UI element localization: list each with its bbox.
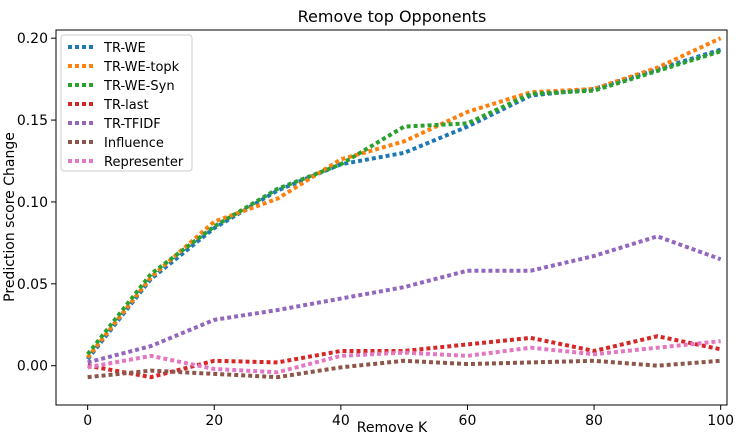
x-tick-label: 40 [332,413,350,429]
y-tick-label: 0.05 [17,277,48,293]
legend-label: Influence [104,136,164,151]
plot-area [55,29,728,406]
chart-title: Remove top Opponents [298,7,487,26]
y-tick-label: 0.00 [17,359,48,375]
series-line-4 [87,234,722,365]
x-tick-label: 20 [205,413,223,429]
legend-label: TR-last [103,98,149,113]
y-axis-title: Prediction score Change [2,132,18,302]
series-line-6 [87,339,721,375]
x-tick-label: 100 [707,413,734,429]
series-line-5 [87,358,721,380]
x-axis: 0 20 40 60 80 100 [83,405,734,429]
series-layer [86,36,722,380]
series-line-3 [87,334,722,380]
legend-frame [60,34,193,172]
legend-label: TR-WE-Syn [103,79,175,94]
x-tick-label: 80 [585,413,603,429]
legend-label: TR-WE-topk [103,60,180,75]
x-tick-label: 0 [83,413,92,429]
y-axis: 0.00 0.05 0.10 0.15 0.20 [17,31,56,375]
series-line-0 [86,47,722,361]
y-tick-label: 0.20 [17,31,48,47]
y-tick-label: 0.15 [17,113,48,129]
legend: TR-WE TR-WE-topk TR-WE-Syn TR-last TR-TFIDF I… [60,34,193,172]
legend-label: TR-WE [103,41,146,56]
series-line-1 [86,36,722,359]
x-tick-label: 60 [459,413,477,429]
plot-frame [55,29,728,406]
series-line-2 [86,49,722,356]
x-axis-title: Remove K [357,420,428,436]
legend-label: Representer [104,155,184,170]
legend-items: TR-WE TR-WE-topk TR-WE-Syn TR-last TR-TFIDF I… [68,41,184,170]
legend-label: TR-TFIDF [103,117,161,132]
y-tick-label: 0.10 [17,195,48,211]
